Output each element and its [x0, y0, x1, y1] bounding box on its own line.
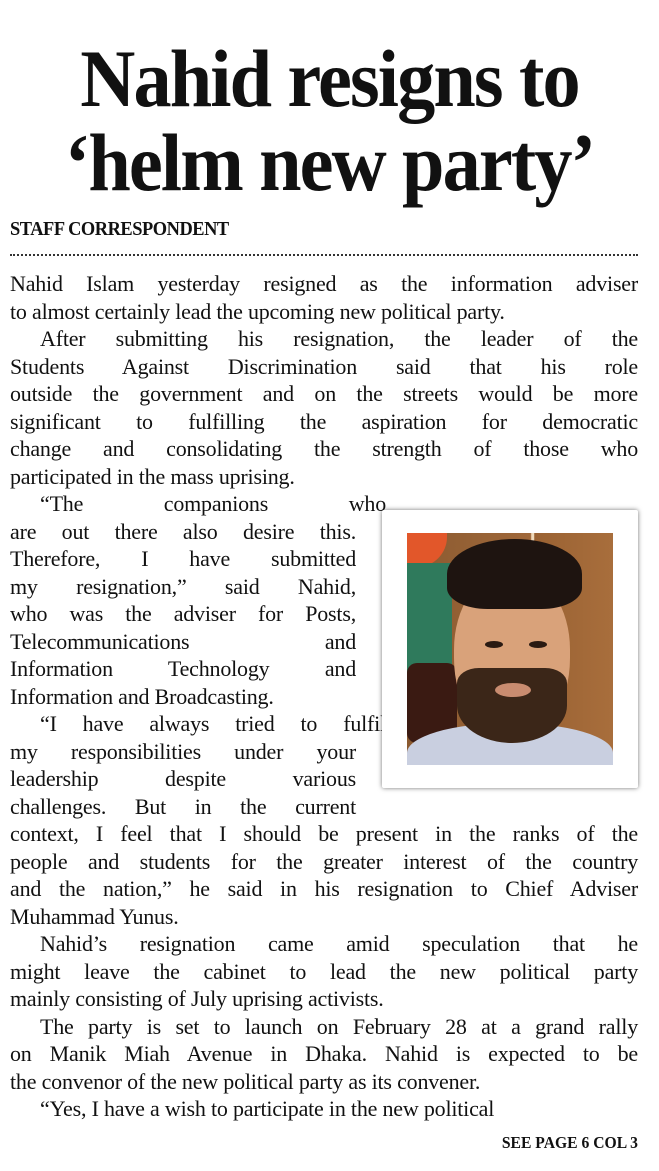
continuation-note[interactable]: SEE PAGE 6 COL 3: [501, 1133, 638, 1152]
article-body: Nahid Islam yesterday resigned as the in…: [10, 270, 638, 1123]
body-line: mainly consisting of July uprising activ…: [10, 986, 384, 1011]
body-line: “The companions who: [40, 491, 386, 516]
body-line: challenges. But in the current: [10, 793, 356, 819]
eye: [529, 641, 547, 648]
body-line: Nahid’s resignation came amid speculatio…: [40, 931, 638, 956]
body-line: After submitting his resignation, the le…: [40, 326, 638, 351]
body-line: Information and Broadcasting.: [10, 683, 274, 709]
byline: STAFF CORRESPONDENT: [10, 218, 229, 240]
body-line: my responsibilities under your: [10, 738, 356, 764]
body-line: Students Against Discrimination said tha…: [10, 353, 638, 379]
body-line: “I have always tried to fulfil: [40, 711, 386, 736]
body-line: and the nation,” he said in his resignat…: [10, 876, 638, 901]
body-line: context, I feel that I should be present…: [10, 821, 638, 846]
portrait-photo: [407, 533, 613, 765]
body-line: significant to fulfilling the aspiration…: [10, 408, 638, 434]
body-line: Nahid Islam yesterday resigned as the in…: [10, 271, 638, 296]
body-line: people and students for the greater inte…: [10, 848, 638, 874]
body-line: Information Technology and: [10, 656, 356, 681]
body-line: who was the adviser for Posts,: [10, 601, 356, 626]
body-line: “Yes, I have a wish to participate in th…: [40, 1096, 495, 1121]
body-line: the convenor of the new political party …: [10, 1068, 481, 1094]
dotted-divider: [10, 254, 638, 256]
body-line: Therefore, I have submitted: [10, 546, 356, 571]
hair: [447, 539, 582, 609]
eye: [485, 641, 503, 648]
headline-line-1: Nahid resigns to: [80, 33, 580, 124]
mouth: [495, 683, 531, 697]
body-line: leadership despite various: [10, 766, 356, 791]
photo-frame: [382, 510, 638, 788]
beard: [457, 668, 567, 743]
body-line: participated in the mass uprising.: [10, 463, 295, 489]
body-line: The party is set to launch on February 2…: [40, 1013, 638, 1039]
body-line: my resignation,” said Nahid,: [10, 573, 356, 599]
body-line: change and consolidating the strength of…: [10, 436, 638, 461]
body-line: Telecommunications and: [10, 628, 356, 654]
body-line: on Manik Miah Avenue in Dhaka. Nahid is …: [10, 1041, 638, 1066]
flag-red-disc: [407, 533, 447, 567]
body-line: Muhammad Yunus.: [10, 903, 179, 929]
body-line: to almost certainly lead the upcoming ne…: [10, 298, 505, 324]
headline-line-2: ‘helm new party’: [64, 117, 596, 208]
body-line: might leave the cabinet to lead the new …: [10, 958, 638, 984]
body-line: outside the government and on the street…: [10, 381, 638, 406]
body-line: are out there also desire this.: [10, 518, 356, 544]
